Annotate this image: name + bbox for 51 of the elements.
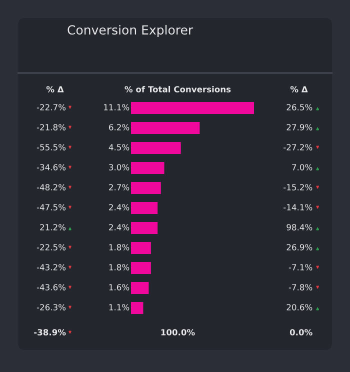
text: % Δ	[46, 86, 64, 92]
chart-title: % of Total Conversions	[124, 86, 231, 92]
text: -14.1%	[284, 204, 312, 210]
bar	[131, 262, 151, 274]
text: 20.6%	[286, 304, 312, 310]
text: -43.6%	[36, 284, 66, 290]
text: 100.0%	[161, 329, 195, 336]
bar	[131, 102, 254, 114]
text: Conversion Explorer	[68, 24, 194, 38]
text: -21.8%	[36, 124, 66, 130]
data-label: 1.8%	[109, 264, 130, 270]
text: % Δ	[290, 86, 308, 92]
text: -27.2%	[284, 144, 312, 150]
text: -22.7%	[36, 104, 66, 110]
data-label: 2.4%	[109, 204, 130, 210]
data-label: 3.0%	[109, 164, 130, 170]
text: -55.5%	[36, 144, 66, 150]
bar	[131, 302, 144, 314]
bar	[131, 142, 181, 154]
text: 27.9%	[286, 124, 312, 130]
text: 26.9%	[286, 244, 312, 250]
data-label: 1.8%	[109, 244, 130, 250]
text: -34.6%	[36, 164, 66, 170]
text: 7.0%	[292, 164, 312, 170]
text: -7.8%	[288, 284, 312, 290]
text: 26.5%	[286, 104, 312, 110]
data-label: 2.4%	[109, 224, 130, 230]
bar	[131, 122, 200, 134]
data-label: 1.1%	[109, 304, 130, 310]
text: -38.9%	[34, 329, 66, 336]
data-label: 2.7%	[109, 184, 130, 190]
text: -26.3%	[36, 304, 66, 310]
data-label: 11.1%	[104, 104, 130, 110]
text: -47.5%	[36, 204, 66, 210]
bar	[131, 182, 161, 194]
bar	[131, 162, 164, 174]
bar	[131, 202, 158, 214]
text: -48.2%	[36, 184, 66, 190]
text: 0.0%	[290, 329, 312, 336]
text: -43.2%	[36, 264, 66, 270]
text: -7.1%	[288, 264, 312, 270]
data-label: 4.5%	[108, 144, 130, 150]
text: -15.2%	[284, 184, 312, 190]
text: 98.4%	[286, 224, 312, 230]
bar	[131, 282, 149, 294]
data-label: 1.6%	[109, 284, 130, 290]
text: -22.5%	[36, 244, 66, 250]
bar	[131, 222, 158, 234]
text: 21.2%	[40, 224, 66, 230]
data-label: 6.2%	[109, 124, 130, 130]
bar	[131, 242, 151, 254]
